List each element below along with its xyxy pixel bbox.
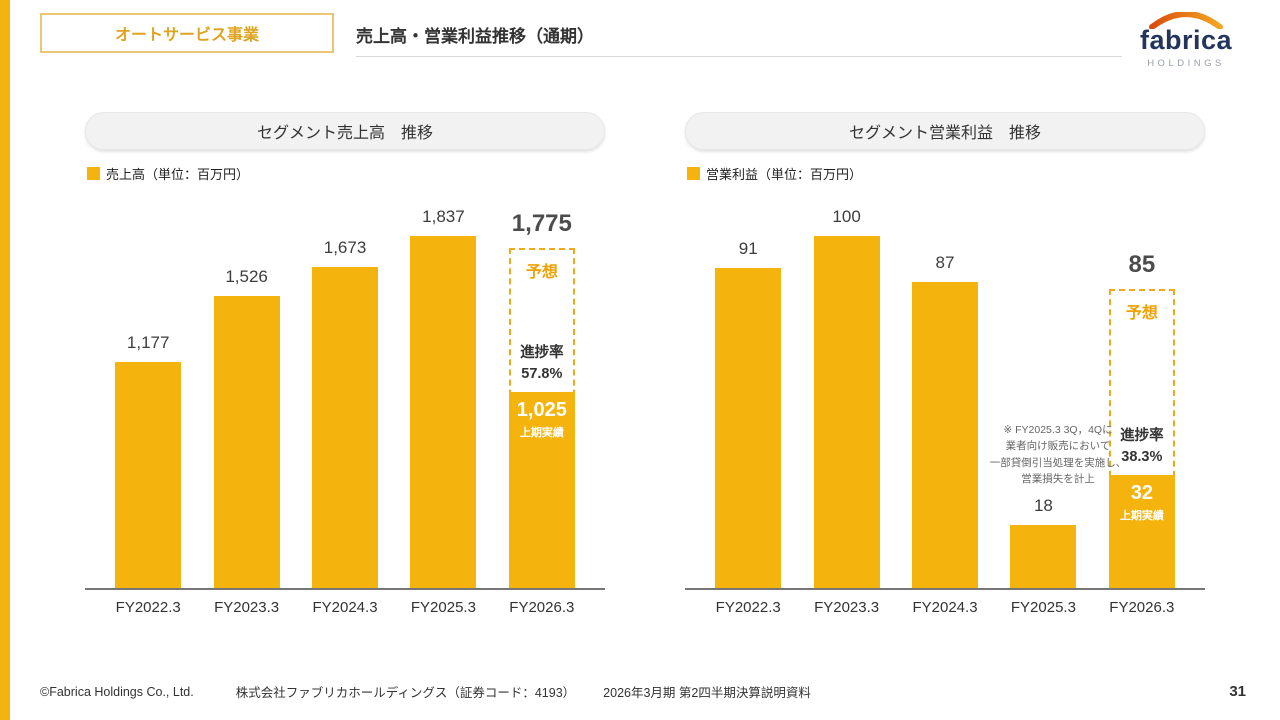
actual-value-label: 1,025 (516, 399, 567, 421)
bar (912, 282, 979, 588)
progress-rate: 進捗率 57.8% (505, 343, 579, 384)
bar (410, 236, 477, 588)
bar-value-label: 91 (738, 239, 758, 258)
chart-footnote: ※ FY2025.3 3Q，4Qに 業者向け販売において 一部貸倒引当処理を実施… (989, 424, 1127, 485)
progress-label: 進捗率 (520, 345, 564, 362)
profit-legend-label: 営業利益（単位：百万円） (706, 166, 863, 182)
logo-subtitle: HOLDINGS (1147, 58, 1225, 69)
company-info-text: 株式会社ファブリカホールディングス（証券コード：4193） (235, 686, 576, 700)
profit-chart-title: セグメント営業利益 推移 (848, 125, 1041, 142)
bar (715, 268, 782, 588)
profit-chart-legend: 営業利益（単位：百万円） (685, 164, 1205, 182)
title-divider (356, 56, 1122, 57)
logo-wordmark: fabrica (1139, 25, 1233, 55)
bar (312, 267, 379, 588)
bar (813, 236, 880, 588)
bar-slot: 1,673 (296, 238, 394, 588)
bar-value-label: 1,837 (422, 207, 465, 226)
bar-value-label: 1,526 (225, 267, 268, 286)
sales-legend-label: 売上高（単位：百万円） (106, 166, 250, 182)
legend-swatch-icon (687, 166, 700, 180)
x-axis-label: FY2022.3 (115, 599, 181, 616)
forecast-value-label: 85 (1128, 251, 1156, 278)
document-title-text: 2026年3月期 第2四半期決算説明資料 (603, 686, 811, 700)
bars-area: 91 100 87 18 85 予想進捗率 38.3% 32 上期実績 (685, 207, 1205, 588)
bar-slot: 87 (896, 253, 994, 588)
bar (115, 362, 182, 588)
logo-arc-icon (1149, 12, 1223, 29)
legend-swatch-icon (87, 166, 100, 180)
sales-chart-title-pill: セグメント売上高 推移 (85, 112, 605, 150)
page-title: 売上高・営業利益推移（通期） (356, 27, 594, 46)
bar-slot: 1,526 (197, 267, 295, 588)
sales-chart-panel: セグメント売上高 推移 売上高（単位：百万円） 1,177 1,526 1,673 1… (85, 112, 605, 616)
bar-slot: 85 予想進捗率 38.3% 32 上期実績 (1093, 251, 1191, 588)
x-axis-label: FY2026.3 (509, 599, 575, 616)
forecast-tag: 予想 (525, 264, 558, 281)
bar-value-label: 87 (935, 253, 955, 272)
bar-slot: 18 (994, 496, 1092, 588)
progress-rate: 進捗率 38.3% (1105, 426, 1179, 467)
bar-value-label: 1,673 (323, 238, 367, 257)
actual-period-label: 上期実績 (519, 427, 564, 439)
bar-slot: 91 (699, 239, 797, 588)
x-axis-label: FY2026.3 (1109, 599, 1175, 616)
actual-bar: 1,025 上期実績 (508, 392, 575, 588)
x-axis-labels: FY2022.3 FY2023.3 FY2024.3 FY2025.3 FY2026.3 (685, 599, 1205, 616)
left-accent-bar (0, 0, 10, 720)
bar-slot: 1,177 (99, 333, 197, 588)
bar (213, 296, 280, 588)
x-axis-label: FY2023.3 (814, 599, 880, 616)
x-axis-label: FY2025.3 (1010, 599, 1076, 616)
forecast-bar: 予想進捗率 57.8% 1,025 上期実績 (508, 248, 575, 588)
business-segment-label: オートサービス事業 (114, 27, 259, 44)
bar-value-label: 100 (832, 207, 861, 226)
copyright-text: ©Fabrica Holdings Co., Ltd. (40, 684, 194, 699)
x-axis-label: FY2025.3 (410, 599, 476, 616)
bar-value-label: 18 (1033, 496, 1053, 515)
profit-plot-area: 91 100 87 18 85 予想進捗率 38.3% 32 上期実績 ※ FY2025.3 3… (685, 182, 1205, 590)
progress-label: 進捗率 (1120, 428, 1164, 445)
bar-value-label: 1,177 (126, 333, 170, 352)
fabrica-logo: fabrica HOLDINGS (1130, 12, 1242, 69)
bar-slot: 1,837 (394, 207, 492, 588)
page-number: 31 (1229, 683, 1246, 700)
x-axis-labels: FY2022.3 FY2023.3 FY2024.3 FY2025.3 FY2026.3 (85, 599, 605, 616)
bar (1010, 525, 1077, 588)
actual-bar: 32 上期実績 (1108, 475, 1175, 588)
bars-area: 1,177 1,526 1,673 1,837 1,775 予想進捗率 57.8% 1,025… (85, 207, 605, 588)
x-axis-label: FY2024.3 (912, 599, 978, 616)
slide-footer: ©Fabrica Holdings Co., Ltd. 株式会社ファブリカホール… (40, 682, 1246, 701)
progress-value: 38.3% (1121, 448, 1163, 465)
business-segment-box: オートサービス事業 (40, 13, 334, 53)
x-axis-label: FY2022.3 (715, 599, 781, 616)
forecast-value-label: 1,775 (511, 210, 572, 237)
actual-period-label: 上期実績 (1119, 510, 1164, 522)
profit-chart-panel: セグメント営業利益 推移 営業利益（単位：百万円） 91 100 87 18 85 予想進… (685, 112, 1205, 616)
sales-chart-legend: 売上高（単位：百万円） (85, 164, 605, 182)
sales-plot-area: 1,177 1,526 1,673 1,837 1,775 予想進捗率 57.8% 1,025… (85, 182, 605, 590)
profit-chart-title-pill: セグメント営業利益 推移 (685, 112, 1205, 150)
x-axis-label: FY2024.3 (312, 599, 378, 616)
forecast-bar: 予想進捗率 38.3% 32 上期実績 (1108, 289, 1175, 588)
x-axis-label: FY2023.3 (214, 599, 280, 616)
bar-slot: 100 (797, 207, 895, 588)
progress-value: 57.8% (521, 365, 563, 382)
forecast-tag: 予想 (1125, 305, 1158, 322)
actual-value-label: 32 (1130, 482, 1153, 504)
bar-slot: 1,775 予想進捗率 57.8% 1,025 上期実績 (493, 210, 591, 588)
sales-chart-title: セグメント売上高 推移 (256, 125, 433, 142)
